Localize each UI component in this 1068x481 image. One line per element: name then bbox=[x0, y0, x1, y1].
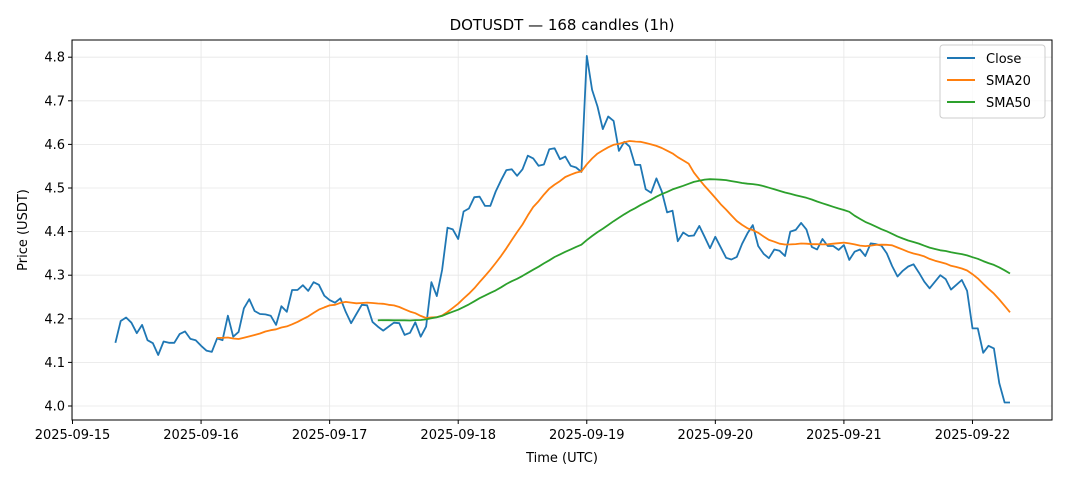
x-tick-label: 2025-09-21 bbox=[806, 428, 882, 443]
y-axis-ticks: 4.0 4.1 4.2 4.3 4.4 4.5 4.6 4.7 4.8 bbox=[44, 51, 72, 415]
y-tick-label: 4.7 bbox=[44, 94, 65, 109]
y-tick-label: 4.1 bbox=[44, 356, 65, 371]
x-tick-label: 2025-09-18 bbox=[420, 428, 496, 443]
series-lines bbox=[114, 55, 1011, 404]
y-tick-label: 4.2 bbox=[44, 312, 65, 327]
y-tick-label: 4.4 bbox=[44, 225, 65, 240]
legend-label-sma20: SMA20 bbox=[986, 74, 1031, 89]
legend: Close SMA20 SMA50 bbox=[939, 44, 1046, 119]
x-axis-ticks: 2025-09-15 2025-09-16 2025-09-17 2025-09-18… bbox=[35, 420, 1011, 443]
chart-title: DOTUSDT — 168 candles (1h) bbox=[450, 16, 675, 34]
series-line-close bbox=[114, 55, 1010, 404]
series-line-sma20 bbox=[217, 140, 1011, 340]
y-tick-label: 4.3 bbox=[44, 269, 65, 284]
y-tick-label: 4.0 bbox=[44, 400, 65, 415]
gridlines bbox=[72, 40, 1052, 420]
x-tick-label: 2025-09-15 bbox=[35, 428, 111, 443]
plot-frame bbox=[71, 39, 1053, 421]
y-tick-label: 4.5 bbox=[44, 182, 65, 197]
x-tick-label: 2025-09-17 bbox=[292, 428, 368, 443]
legend-box bbox=[939, 44, 1046, 119]
x-tick-label: 2025-09-20 bbox=[678, 428, 754, 443]
series-line-sma50 bbox=[377, 178, 1011, 322]
x-axis-label: Time (UTC) bbox=[525, 451, 598, 466]
x-tick-label: 2025-09-16 bbox=[163, 428, 239, 443]
y-tick-label: 4.8 bbox=[44, 51, 65, 66]
x-tick-label: 2025-09-22 bbox=[935, 428, 1011, 443]
legend-label-sma50: SMA50 bbox=[986, 96, 1031, 111]
y-axis-label: Price (USDT) bbox=[16, 189, 31, 271]
y-tick-label: 4.6 bbox=[44, 138, 65, 153]
x-tick-label: 2025-09-19 bbox=[549, 428, 625, 443]
legend-label-close: Close bbox=[986, 52, 1021, 67]
